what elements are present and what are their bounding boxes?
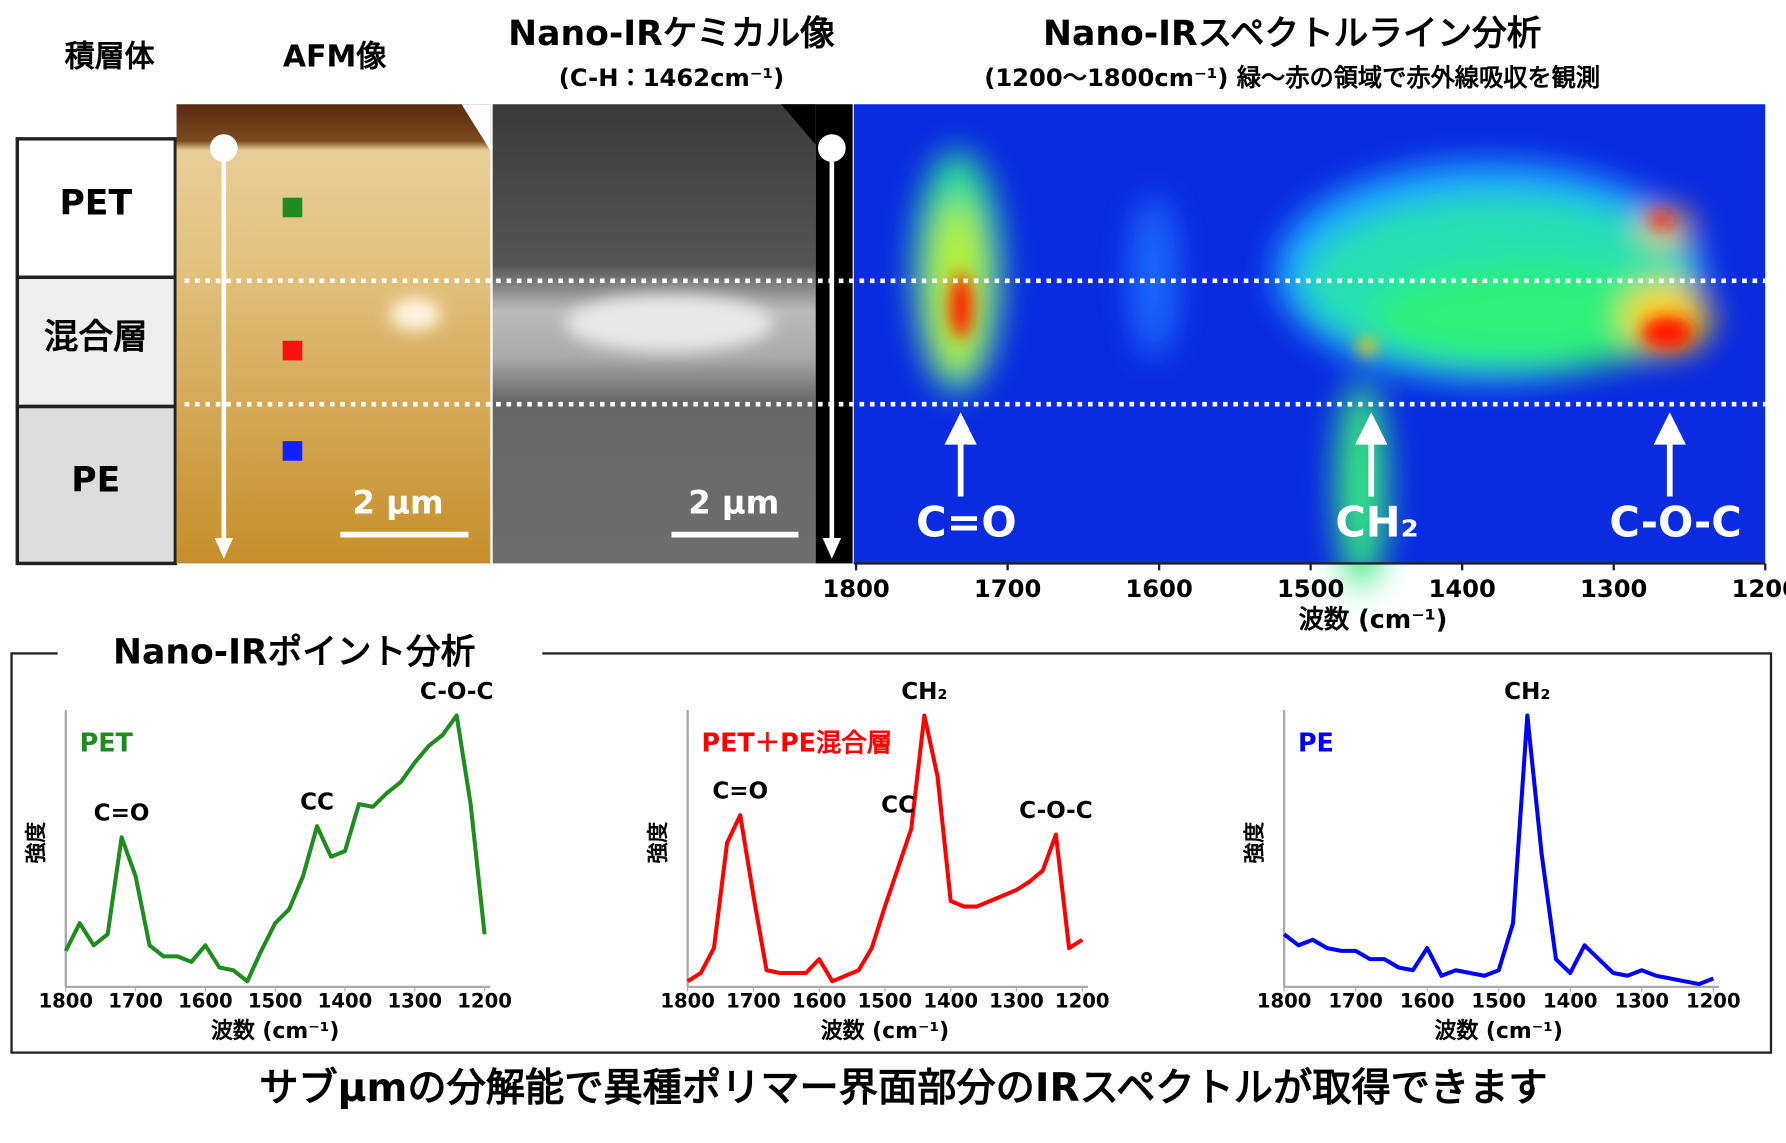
x-tick-label: 1500 [1277, 575, 1344, 603]
x-tick-label: 1700 [974, 575, 1041, 603]
x-tick-label: 1700 [1328, 989, 1383, 1012]
x-tick-label: 1800 [38, 989, 93, 1012]
spectrum-chart: 1800 1700 1600 1500 1400 1300 1200 波数 (cm⁻¹) 強度 P… [1242, 679, 1740, 1044]
layer-label: PET [59, 184, 132, 224]
column-label: 積層体 [65, 40, 156, 75]
x-axis-label: 波数 (cm⁻¹) [1299, 604, 1448, 634]
afm-map [176, 104, 491, 564]
x-axis-label: 波数 (cm⁻¹) [211, 1018, 339, 1044]
x-tick-label: 1300 [1580, 575, 1647, 603]
peak-arrowhead [944, 412, 977, 445]
heatmap-peak [1641, 316, 1693, 349]
y-axis-label: 強度 [1242, 822, 1266, 864]
chem-image: 2 μm [492, 104, 853, 564]
chem-feature [565, 294, 774, 353]
peak-annotation: C=O [94, 801, 150, 827]
x-tick-label: 1700 [108, 989, 163, 1012]
spectrum-line [1282, 713, 1715, 987]
afm-feature [389, 298, 441, 331]
x-tick-label: 1300 [387, 989, 442, 1012]
peak-annotation: CH₂ [1504, 679, 1550, 705]
heatmap-peak [949, 273, 973, 339]
x-tick-label: 1600 [178, 989, 233, 1012]
peak-arrowhead [1653, 412, 1686, 445]
peak-label: C=O [916, 497, 1017, 546]
spectrum-line [63, 713, 487, 984]
x-tick-label: 1800 [660, 989, 715, 1012]
x-tick-label: 1300 [1614, 989, 1669, 1012]
x-tick-label: 1200 [457, 989, 512, 1012]
x-tick-label: 1700 [726, 989, 781, 1012]
y-axis-label: 強度 [24, 822, 48, 864]
title-mask [57, 634, 543, 672]
column-label: Nano-IRケミカル像 [508, 14, 835, 54]
x-tick-label: 1200 [1732, 575, 1786, 603]
scan-start [818, 134, 846, 162]
x-tick-label: 1200 [1055, 989, 1110, 1012]
x-axis-label: 波数 (cm⁻¹) [1434, 1018, 1562, 1044]
x-tick-label: 1600 [792, 989, 847, 1012]
peak-annotation: C-O-C [1019, 798, 1093, 824]
x-tick-label: 1200 [1686, 989, 1741, 1012]
peak-arrowhead [1355, 412, 1388, 445]
layer-box [15, 275, 178, 409]
peak-annotation: C-O-C [420, 679, 494, 705]
column-label: Nano-IRスペクトルライン分析 [1043, 14, 1541, 54]
legend-label: PET [80, 728, 134, 758]
layer-box [15, 137, 178, 280]
scale-bar-label: 2 μm [352, 484, 443, 522]
point-marker [282, 441, 303, 461]
column-label: AFM像 [283, 40, 387, 75]
legend-label: PE [1298, 728, 1334, 758]
panel-border [10, 652, 1773, 1054]
scale-bar-label: 2 μm [688, 484, 779, 522]
layer-label: PE [71, 461, 120, 501]
layer-boxes: PET 混合層 PE [15, 137, 178, 566]
y-axis-label: 強度 [646, 822, 670, 864]
x-tick-label: 1600 [1400, 989, 1455, 1012]
afm-image: 2 μm [176, 104, 491, 564]
header: 積層体 AFM像 Nano-IRケミカル像 (C-H：1462cm⁻¹) Nan… [65, 14, 1601, 92]
spectrum-chart: 1800 1700 1600 1500 1400 1300 1200 波数 (cm⁻¹) 強度 P… [646, 679, 1110, 1044]
footer: サブμmの分解能で異種ポリマー界面部分のIRスペクトルが取得できます [259, 1065, 1547, 1111]
peak-annotation: C=O [712, 779, 768, 805]
layer-box [15, 404, 178, 566]
x-tick-label: 1400 [1428, 575, 1495, 603]
x-tick-label: 1500 [858, 989, 913, 1012]
point-analysis: Nano-IRポイント分析 [10, 632, 1773, 1054]
x-tick-label: 1800 [822, 575, 889, 603]
x-tick-label: 1600 [1125, 575, 1192, 603]
x-tick-label: 1300 [989, 989, 1044, 1012]
scan-arrow [214, 538, 234, 559]
peak-annotation: CC [300, 790, 334, 816]
legend-label: PET＋PE混合層 [701, 728, 892, 758]
heatmap-peak [1649, 212, 1673, 227]
line-analysis-map [853, 104, 1766, 589]
scan-arrow [822, 538, 842, 559]
peak-label: C-O-C [1609, 497, 1741, 546]
x-tick-label: 1400 [1543, 989, 1598, 1012]
column-subtitle: (1200〜1800cm⁻¹) 緑〜赤の領域で赤外線吸収を観測 [984, 64, 1600, 92]
x-tick-label: 1400 [318, 989, 373, 1012]
point-marker [282, 340, 303, 361]
spectrum-chart: 1800 1700 1600 1500 1400 1300 1200 波数 (cm⁻¹) 強度 P… [24, 679, 512, 1044]
x-tick-label: 1800 [1257, 989, 1312, 1012]
point-marker [282, 197, 303, 218]
layer-label: 混合層 [44, 317, 148, 357]
scan-start [209, 134, 238, 162]
peak-annotation: CH₂ [901, 679, 947, 705]
x-tick-label: 1500 [1471, 989, 1526, 1012]
column-subtitle: (C-H：1462cm⁻¹) [559, 64, 784, 92]
heatmap-peak [1357, 337, 1377, 356]
spectrum-line [686, 713, 1084, 984]
peak-label: CH₂ [1335, 497, 1418, 546]
x-axis-label: 波数 (cm⁻¹) [821, 1018, 949, 1044]
peak-annotation: CC [881, 792, 915, 818]
x-tick-label: 1400 [923, 989, 978, 1012]
panel-title: Nano-IRポイント分析 [113, 632, 475, 672]
x-tick-label: 1500 [248, 989, 303, 1012]
